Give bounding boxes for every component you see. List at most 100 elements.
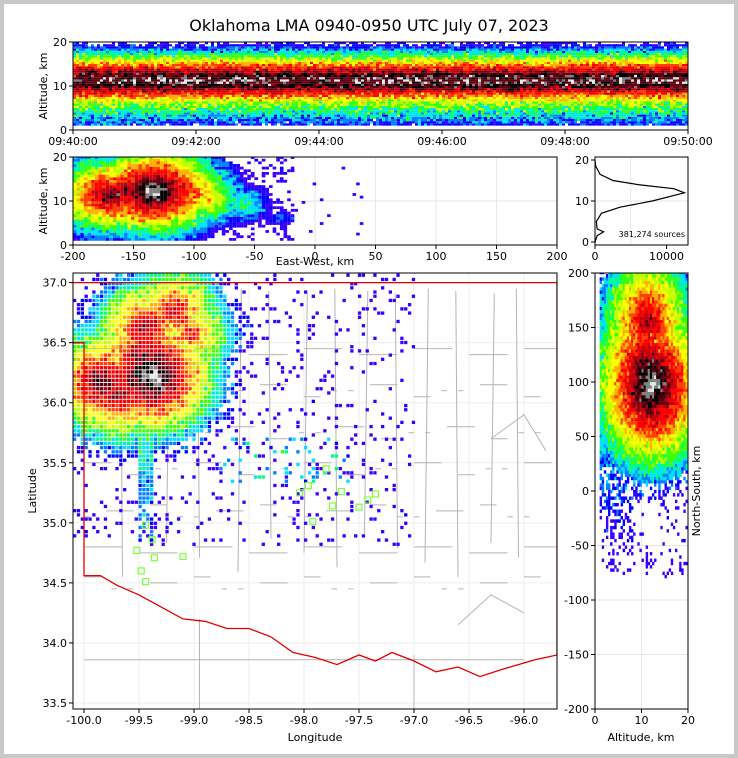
time-height-cell	[217, 66, 220, 69]
time-height-cell	[307, 101, 310, 104]
time-height-cell	[184, 53, 187, 56]
time-height-cell	[436, 119, 439, 122]
time-height-cell	[466, 114, 469, 117]
time-height-cell	[265, 77, 268, 80]
time-height-cell	[118, 123, 121, 126]
time-height-cell	[259, 94, 262, 97]
time-height-cell	[253, 70, 256, 73]
time-height-cell	[106, 99, 109, 102]
time-height-cell	[436, 50, 439, 53]
time-height-cell	[235, 112, 238, 115]
time-height-cell	[415, 97, 418, 100]
time-height-cell	[430, 105, 433, 108]
time-height-cell	[415, 86, 418, 89]
time-height-cell	[82, 57, 85, 60]
time-height-cell	[94, 99, 97, 102]
time-height-cell	[457, 112, 460, 115]
time-height-cell	[352, 77, 355, 80]
time-height-cell	[193, 92, 196, 95]
time-height-cell	[82, 50, 85, 53]
time-height-cell	[472, 110, 475, 113]
time-height-cell	[172, 110, 175, 113]
time-height-cell	[412, 105, 415, 108]
time-height-cell	[175, 53, 178, 56]
time-height-cell	[286, 105, 289, 108]
time-height-cell	[172, 68, 175, 71]
time-height-cell	[148, 114, 151, 117]
time-height-cell	[151, 55, 154, 58]
time-height-cell	[373, 53, 376, 56]
time-height-cell	[397, 110, 400, 113]
time-height-cell	[187, 97, 190, 100]
time-height-cell	[277, 103, 280, 106]
time-height-cell	[358, 75, 361, 78]
time-height-cell	[454, 112, 457, 115]
time-height-cell	[319, 86, 322, 89]
time-height-cell	[403, 68, 406, 71]
time-height-cell	[142, 108, 145, 111]
time-height-cell	[331, 79, 334, 82]
time-height-cell	[412, 112, 415, 115]
time-height-cell	[445, 81, 448, 84]
time-height-cell	[283, 61, 286, 64]
time-height-cell	[451, 99, 454, 102]
time-height-cell	[178, 123, 181, 126]
time-height-cell	[118, 46, 121, 49]
time-height-cell	[379, 108, 382, 111]
time-height-cell	[133, 59, 136, 62]
time-height-cell	[436, 116, 439, 119]
time-height-cell	[154, 79, 157, 82]
time-height-cell	[175, 44, 178, 47]
time-height-cell	[85, 119, 88, 122]
time-height-cell	[76, 112, 79, 115]
time-height-cell	[208, 81, 211, 84]
time-height-cell	[226, 108, 229, 111]
time-height-cell	[88, 79, 91, 82]
time-height-cell	[430, 110, 433, 113]
time-height-cell	[109, 83, 112, 86]
time-height-cell	[436, 101, 439, 104]
time-height-cell	[154, 70, 157, 73]
time-height-cell	[346, 46, 349, 49]
time-height-cell	[82, 103, 85, 106]
time-height-cell	[262, 101, 265, 104]
time-height-cell	[373, 46, 376, 49]
time-height-cell	[163, 68, 166, 71]
time-height-cell	[82, 59, 85, 62]
time-height-cell	[100, 57, 103, 60]
time-height-cell	[433, 46, 436, 49]
time-height-cell	[175, 57, 178, 60]
time-height-cell	[268, 44, 271, 47]
time-height-cell	[163, 81, 166, 84]
time-height-cell	[364, 110, 367, 113]
time-height-cell	[304, 92, 307, 95]
time-height-cell	[406, 59, 409, 62]
time-height-cell	[400, 94, 403, 97]
time-height-cell	[226, 50, 229, 53]
time-height-cell	[181, 97, 184, 100]
time-height-cell	[313, 57, 316, 60]
time-height-cell	[277, 110, 280, 113]
time-height-cell	[382, 46, 385, 49]
time-height-cell	[73, 103, 76, 106]
time-height-cell	[313, 108, 316, 111]
time-height-cell	[262, 94, 265, 97]
time-height-cell	[385, 110, 388, 113]
time-height-cell	[271, 48, 274, 51]
time-height-cell	[343, 48, 346, 51]
time-height-cell	[151, 86, 154, 89]
time-height-cell	[385, 86, 388, 89]
time-height-cell	[79, 72, 82, 75]
time-height-cell	[433, 57, 436, 60]
time-height-cell	[256, 110, 259, 113]
time-height-cell	[358, 70, 361, 73]
time-height-cell	[187, 79, 190, 82]
time-height-cell	[139, 46, 142, 49]
time-height-cell	[250, 88, 253, 91]
time-height-cell	[346, 83, 349, 86]
time-height-cell	[466, 105, 469, 108]
time-height-cell	[103, 99, 106, 102]
time-height-cell	[367, 83, 370, 86]
time-height-cell	[94, 101, 97, 104]
time-height-cell	[139, 79, 142, 82]
